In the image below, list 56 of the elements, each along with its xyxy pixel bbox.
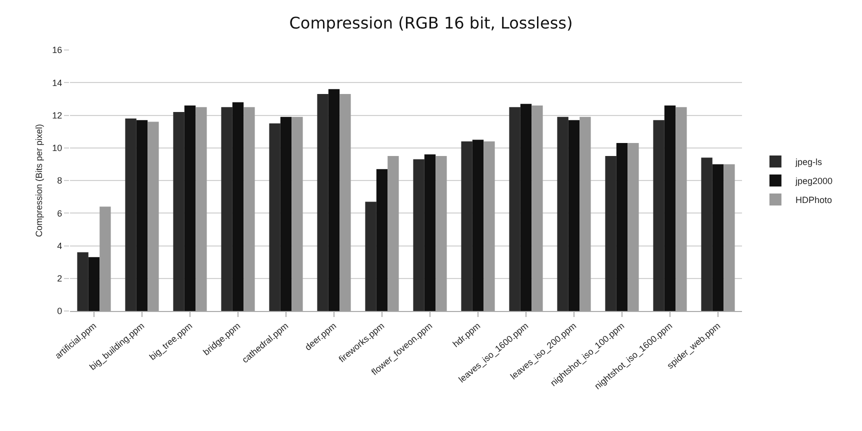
bar bbox=[317, 94, 328, 311]
bar bbox=[136, 120, 148, 311]
bar bbox=[580, 116, 591, 311]
bar bbox=[461, 141, 472, 311]
bar bbox=[701, 158, 712, 311]
bar bbox=[328, 89, 340, 311]
bar bbox=[365, 202, 376, 311]
bar bbox=[520, 104, 532, 311]
bar bbox=[340, 94, 351, 311]
bar bbox=[388, 156, 399, 311]
bar bbox=[472, 140, 484, 311]
bar bbox=[676, 107, 687, 311]
legend-label: jpeg2000 bbox=[794, 176, 832, 186]
chart-title: Compression (RGB 16 bit, Lossless) bbox=[289, 13, 573, 32]
bar bbox=[664, 105, 676, 311]
y-tick-label: 14 bbox=[52, 78, 62, 88]
legend-label: jpeg-ls bbox=[794, 157, 822, 168]
y-tick-label: 10 bbox=[52, 143, 62, 154]
bar bbox=[125, 118, 136, 311]
legend-label: HDPhoto bbox=[795, 195, 832, 206]
y-axis-title: Compression (Bits per pixel) bbox=[34, 124, 44, 238]
bar bbox=[605, 156, 616, 311]
bar bbox=[244, 107, 255, 311]
bar bbox=[280, 116, 292, 311]
y-tick-label: 12 bbox=[52, 110, 62, 120]
y-tick-label: 0 bbox=[57, 306, 62, 316]
bar bbox=[532, 105, 543, 311]
y-tick-label: 8 bbox=[57, 176, 62, 186]
bar bbox=[221, 107, 232, 311]
bar bbox=[269, 123, 280, 311]
y-tick-label: 16 bbox=[52, 45, 62, 56]
bar bbox=[413, 159, 424, 311]
bar bbox=[292, 116, 303, 311]
bar bbox=[88, 257, 100, 311]
bar bbox=[712, 164, 724, 311]
bar bbox=[232, 102, 244, 311]
bar bbox=[148, 122, 159, 311]
y-tick-label: 6 bbox=[57, 208, 62, 218]
bar bbox=[628, 142, 639, 311]
bar bbox=[557, 116, 568, 311]
y-tick-label: 2 bbox=[57, 274, 62, 284]
bar bbox=[184, 105, 196, 311]
bar bbox=[616, 142, 628, 311]
bar bbox=[724, 164, 735, 311]
bar bbox=[424, 154, 436, 311]
bar bbox=[100, 206, 111, 311]
bar bbox=[173, 112, 184, 311]
bar bbox=[376, 169, 388, 311]
bar bbox=[196, 107, 207, 311]
y-tick-label: 4 bbox=[57, 240, 62, 251]
bar bbox=[77, 252, 88, 311]
bar bbox=[436, 156, 447, 311]
bar bbox=[509, 107, 520, 311]
bar bbox=[568, 120, 580, 311]
bar bbox=[484, 141, 495, 311]
bar bbox=[653, 120, 664, 311]
